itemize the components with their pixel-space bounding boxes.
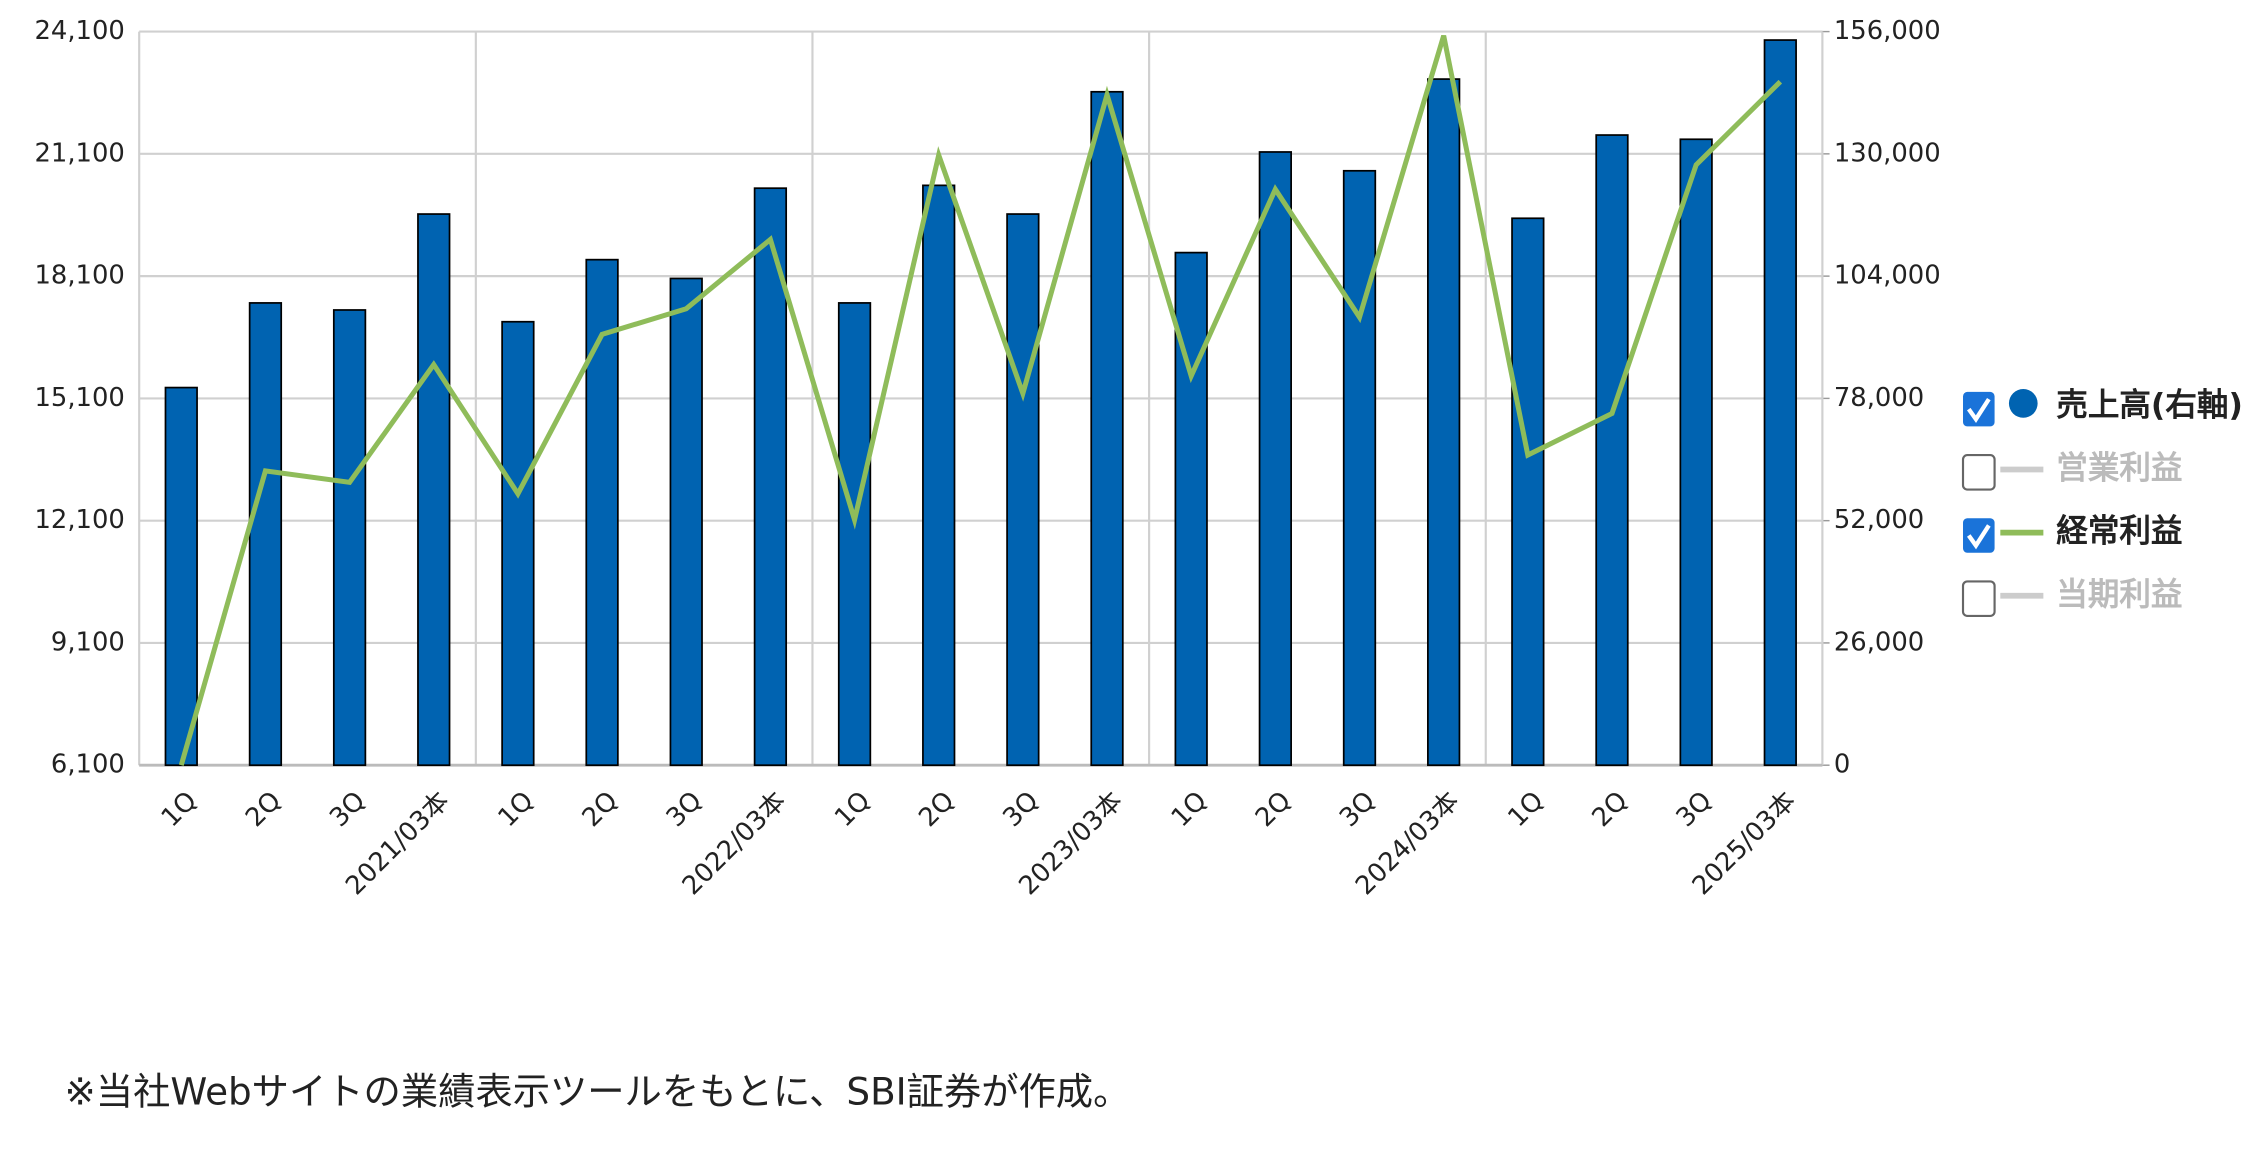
x-tick-label: 1Q bbox=[492, 786, 539, 833]
x-tick-label: 1Q bbox=[829, 786, 876, 833]
y-tick-label: 24,100 bbox=[34, 16, 124, 46]
x-tick-label: 2Q bbox=[913, 786, 960, 833]
y2-tick-label: 52,000 bbox=[1834, 505, 1924, 535]
bar bbox=[417, 213, 451, 767]
x-tick-label: 3Q bbox=[1334, 786, 1381, 833]
y2-tick-label: 156,000 bbox=[1834, 16, 1941, 46]
x-tick-label: 2Q bbox=[577, 786, 624, 833]
legend-item[interactable]: 営業利益 bbox=[1961, 450, 2183, 491]
y-tick-label: 15,100 bbox=[34, 383, 124, 413]
bar bbox=[1763, 39, 1797, 767]
x-tick-label: 2Q bbox=[1587, 786, 1634, 833]
legend-checkbox bbox=[1961, 454, 1996, 491]
y-tick-label: 9,100 bbox=[51, 627, 125, 657]
bar bbox=[585, 258, 619, 767]
bar bbox=[164, 386, 198, 767]
bar bbox=[332, 309, 367, 767]
footnote: ※当社Webサイトの業績表示ツールをもとに、SBI証券が作成。 bbox=[65, 1069, 1131, 1113]
legend-label: 売上高(右軸) bbox=[2056, 387, 2243, 423]
legend-checkbox bbox=[1963, 391, 1995, 427]
bar bbox=[1090, 90, 1124, 767]
legend-check bbox=[1966, 524, 1991, 550]
y2-tick-label: 78,000 bbox=[1834, 383, 1924, 413]
x-tick-label: 2Q bbox=[240, 786, 287, 833]
y-tick-label: 21,100 bbox=[34, 138, 124, 168]
bar bbox=[501, 320, 535, 767]
bar bbox=[1595, 134, 1629, 767]
legend-label: 当期利益 bbox=[2056, 577, 2182, 613]
x-tick-label: 3Q bbox=[661, 786, 708, 833]
y2-tick-label: 104,000 bbox=[1834, 261, 1941, 291]
legend-item[interactable]: 当期利益 bbox=[1961, 577, 2183, 617]
x-tick-label: 1Q bbox=[1502, 786, 1549, 833]
legend-item[interactable]: 売上高(右軸) bbox=[1963, 387, 2243, 427]
y2-tick-label: 0 bbox=[1834, 750, 1850, 780]
bar bbox=[248, 302, 283, 767]
bar bbox=[1174, 251, 1208, 767]
legend-symbol bbox=[2008, 389, 2038, 418]
bar bbox=[1006, 213, 1040, 767]
legend-checkbox bbox=[1961, 580, 1996, 617]
legend-label: 経常利益 bbox=[2056, 514, 2182, 550]
line bbox=[178, 34, 1783, 766]
legend-checkbox bbox=[1963, 518, 1995, 553]
y-tick-label: 6,100 bbox=[51, 750, 125, 780]
y2-tick-label: 26,000 bbox=[1834, 627, 1924, 657]
bar bbox=[837, 302, 872, 767]
bar bbox=[1679, 138, 1713, 767]
bar bbox=[1342, 169, 1377, 767]
legend-label: 営業利益 bbox=[2056, 450, 2182, 486]
x-tick-label: 3Q bbox=[324, 786, 371, 833]
y-tick-label: 18,100 bbox=[34, 261, 124, 291]
y2-tick-label: 130,000 bbox=[1834, 138, 1941, 168]
legend-check bbox=[1966, 397, 1991, 424]
x-tick-label: 3Q bbox=[1671, 786, 1718, 833]
bar bbox=[1258, 151, 1292, 767]
bar bbox=[669, 277, 703, 767]
bar bbox=[753, 187, 788, 767]
x-tick-label: 2Q bbox=[1250, 786, 1297, 833]
x-tick-label: 1Q bbox=[1166, 786, 1213, 833]
x-tick-label: 1Q bbox=[156, 786, 203, 833]
bar bbox=[1511, 217, 1545, 767]
bar bbox=[922, 184, 956, 767]
x-tick-label: 3Q bbox=[997, 786, 1044, 833]
legend-item[interactable]: 経常利益 bbox=[1963, 514, 2183, 553]
bar bbox=[1427, 78, 1461, 767]
y-tick-label: 12,100 bbox=[34, 505, 124, 535]
